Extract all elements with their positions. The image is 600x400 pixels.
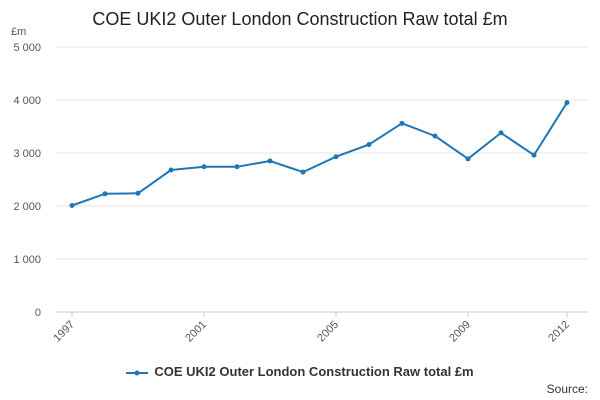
y-tick-label: 4 000 bbox=[13, 95, 41, 107]
y-tick-label: 5 000 bbox=[13, 42, 41, 54]
data-point[interactable] bbox=[69, 202, 75, 208]
x-tick-label: 2009 bbox=[447, 319, 473, 345]
y-tick-label: 3 000 bbox=[13, 148, 41, 160]
data-point[interactable] bbox=[201, 164, 207, 170]
x-tick-label: 2001 bbox=[183, 319, 209, 345]
data-point[interactable] bbox=[366, 142, 372, 148]
y-tick-label: 2 000 bbox=[13, 201, 41, 213]
x-tick-label: 2012 bbox=[546, 319, 572, 345]
data-point[interactable] bbox=[333, 154, 339, 160]
data-point[interactable] bbox=[399, 120, 405, 126]
legend-label: COE UKI2 Outer London Construction Raw t… bbox=[154, 364, 474, 379]
x-tick-label: 2005 bbox=[315, 319, 341, 345]
y-tick-label: 1 000 bbox=[13, 254, 41, 266]
data-point[interactable] bbox=[564, 100, 570, 106]
data-point[interactable] bbox=[135, 190, 141, 196]
data-point[interactable] bbox=[234, 164, 240, 170]
y-axis-unit-label: £m bbox=[11, 26, 27, 38]
data-point[interactable] bbox=[465, 156, 471, 162]
y-axis-ticks: 0 1 000 2 000 3 000 4 000 5 000 bbox=[13, 42, 41, 319]
gridlines bbox=[56, 46, 588, 313]
data-point[interactable] bbox=[498, 130, 504, 136]
legend-swatch-icon bbox=[126, 370, 149, 376]
chart-title: COE UKI2 Outer London Construction Raw t… bbox=[92, 9, 508, 29]
legend[interactable]: COE UKI2 Outer London Construction Raw t… bbox=[0, 364, 600, 379]
y-tick-label: 0 bbox=[35, 307, 41, 319]
data-point[interactable] bbox=[300, 169, 306, 175]
data-point[interactable] bbox=[267, 158, 273, 164]
series-line bbox=[71, 102, 568, 207]
x-axis-ticks: 1997 2001 2005 2009 2012 bbox=[51, 312, 572, 344]
data-point[interactable] bbox=[432, 133, 438, 139]
data-point[interactable] bbox=[531, 152, 537, 158]
data-point[interactable] bbox=[168, 167, 174, 173]
source-label: Source: bbox=[546, 382, 588, 396]
series-layer bbox=[69, 100, 570, 208]
data-point[interactable] bbox=[102, 191, 108, 197]
x-tick-label: 1997 bbox=[51, 319, 77, 345]
